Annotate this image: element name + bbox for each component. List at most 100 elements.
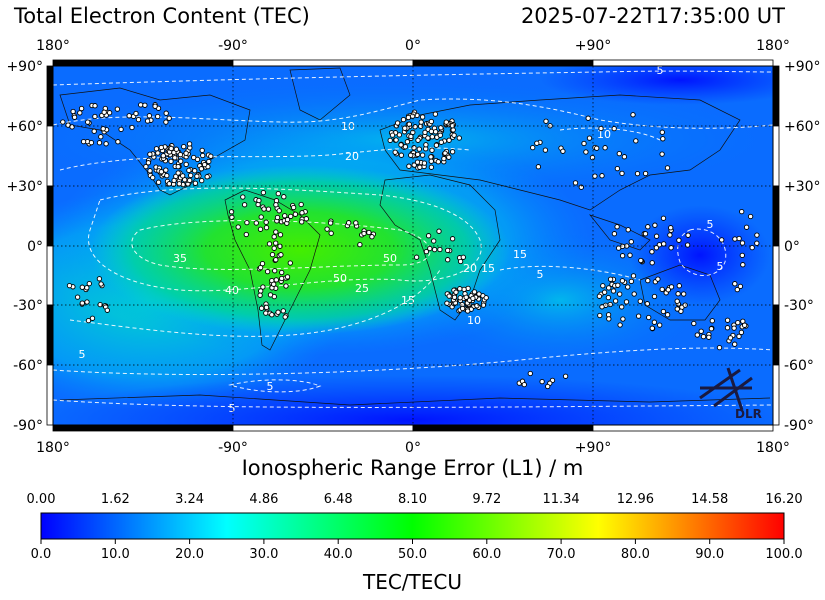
range-error-tick-label: 9.72 — [472, 492, 501, 507]
station-dot — [527, 370, 533, 377]
station-dot — [521, 381, 527, 388]
station-dot — [585, 115, 591, 121]
station-dot — [754, 240, 760, 246]
station-dot — [739, 208, 745, 215]
timestamp: 2025-07-22T17:35:00 UT — [520, 4, 785, 28]
station-dot — [199, 177, 205, 184]
station-dot — [178, 158, 184, 164]
station-dot — [204, 174, 210, 180]
map-title: Total Electron Content (TEC) — [14, 4, 310, 28]
station-dot — [451, 294, 458, 300]
contour-label: 10 — [597, 128, 611, 141]
station-dot — [144, 118, 151, 124]
station-dot — [260, 189, 267, 196]
lon-tick-label: 180° — [36, 38, 70, 54]
range-error-tick-label: 1.62 — [101, 492, 130, 507]
station-dot — [298, 201, 304, 208]
station-dot — [635, 313, 642, 319]
station-dot — [206, 158, 212, 165]
station-dot — [685, 232, 691, 238]
frame-bar-left — [46, 185, 54, 247]
station-dot — [421, 160, 428, 166]
station-dot — [435, 159, 441, 165]
station-dot — [606, 285, 612, 291]
station-dot — [530, 144, 536, 151]
station-dot — [138, 102, 144, 108]
station-dot — [84, 285, 90, 291]
station-dot — [615, 282, 621, 288]
station-dot — [194, 173, 200, 179]
station-dot — [433, 142, 440, 148]
contour-label: 5 — [717, 260, 724, 273]
station-dot — [415, 137, 421, 143]
station-dot — [97, 301, 103, 308]
station-dot — [241, 202, 248, 208]
station-dot — [646, 314, 652, 321]
station-dot — [273, 229, 279, 235]
station-dot — [166, 115, 172, 121]
colorbar-tick-label: 80.0 — [621, 547, 650, 562]
station-dot — [303, 216, 309, 222]
station-dot — [631, 291, 637, 297]
station-dot — [653, 245, 660, 251]
station-dot — [129, 124, 135, 131]
station-dot — [652, 222, 658, 228]
station-dot — [545, 383, 551, 390]
colorbar-tick-label: 40.0 — [324, 547, 353, 562]
station-dot — [659, 286, 665, 293]
lat-tick-label: +90° — [6, 59, 43, 75]
station-dot — [265, 206, 272, 212]
station-dot — [674, 306, 680, 312]
station-dot — [457, 295, 463, 301]
station-dot — [186, 167, 192, 174]
station-dot — [617, 291, 623, 297]
frame-bar-left — [46, 125, 54, 187]
station-dot — [674, 298, 680, 304]
station-dot — [85, 317, 92, 324]
gnss-stations — [60, 102, 760, 390]
station-dot — [623, 299, 630, 305]
station-dot — [155, 179, 162, 185]
frame-bar-right — [772, 245, 780, 306]
station-dot — [724, 325, 731, 331]
contour-labels: 5 10 10 20 35 40 50 50 25 20 15 15 15 5 5 5 5 5 10 5 — [79, 64, 724, 415]
station-dot — [743, 224, 750, 230]
station-dot — [592, 173, 598, 179]
station-dot — [736, 235, 742, 242]
lat-tick-label: 0° — [784, 239, 800, 255]
contour-label: 50 — [383, 252, 397, 265]
station-dot — [700, 333, 707, 340]
station-dot — [173, 146, 180, 152]
station-dot — [660, 308, 667, 315]
station-dot — [406, 163, 412, 169]
station-dot — [198, 166, 205, 172]
station-dot — [272, 268, 278, 274]
lon-ticks-bottom: 180° -90° 0° +90° 180° — [36, 440, 790, 456]
station-dot — [445, 257, 451, 263]
contour-label: 20 — [463, 262, 477, 275]
station-dot — [754, 232, 760, 238]
station-dot — [747, 213, 754, 220]
station-dot — [619, 253, 626, 259]
station-dot — [158, 144, 164, 151]
station-dot — [659, 129, 665, 135]
station-dot — [346, 220, 352, 226]
station-dot — [419, 114, 426, 120]
station-dot — [586, 135, 593, 141]
station-dot — [450, 127, 456, 133]
range-error-tick-label: 14.58 — [691, 492, 728, 507]
station-dot — [534, 140, 540, 146]
station-dot — [602, 145, 608, 151]
station-dot — [616, 150, 622, 157]
station-dot — [71, 114, 78, 120]
station-dot — [423, 142, 429, 148]
lon-tick-label: 180° — [756, 38, 790, 54]
station-dot — [284, 274, 291, 280]
station-dot — [668, 284, 675, 290]
station-dot — [619, 278, 626, 284]
frame-bar-left — [46, 364, 54, 426]
station-dot — [258, 305, 265, 311]
contour-label: 5 — [79, 348, 86, 361]
colorbar-tick-label: 60.0 — [472, 547, 501, 562]
frame-bar-left — [46, 245, 54, 306]
